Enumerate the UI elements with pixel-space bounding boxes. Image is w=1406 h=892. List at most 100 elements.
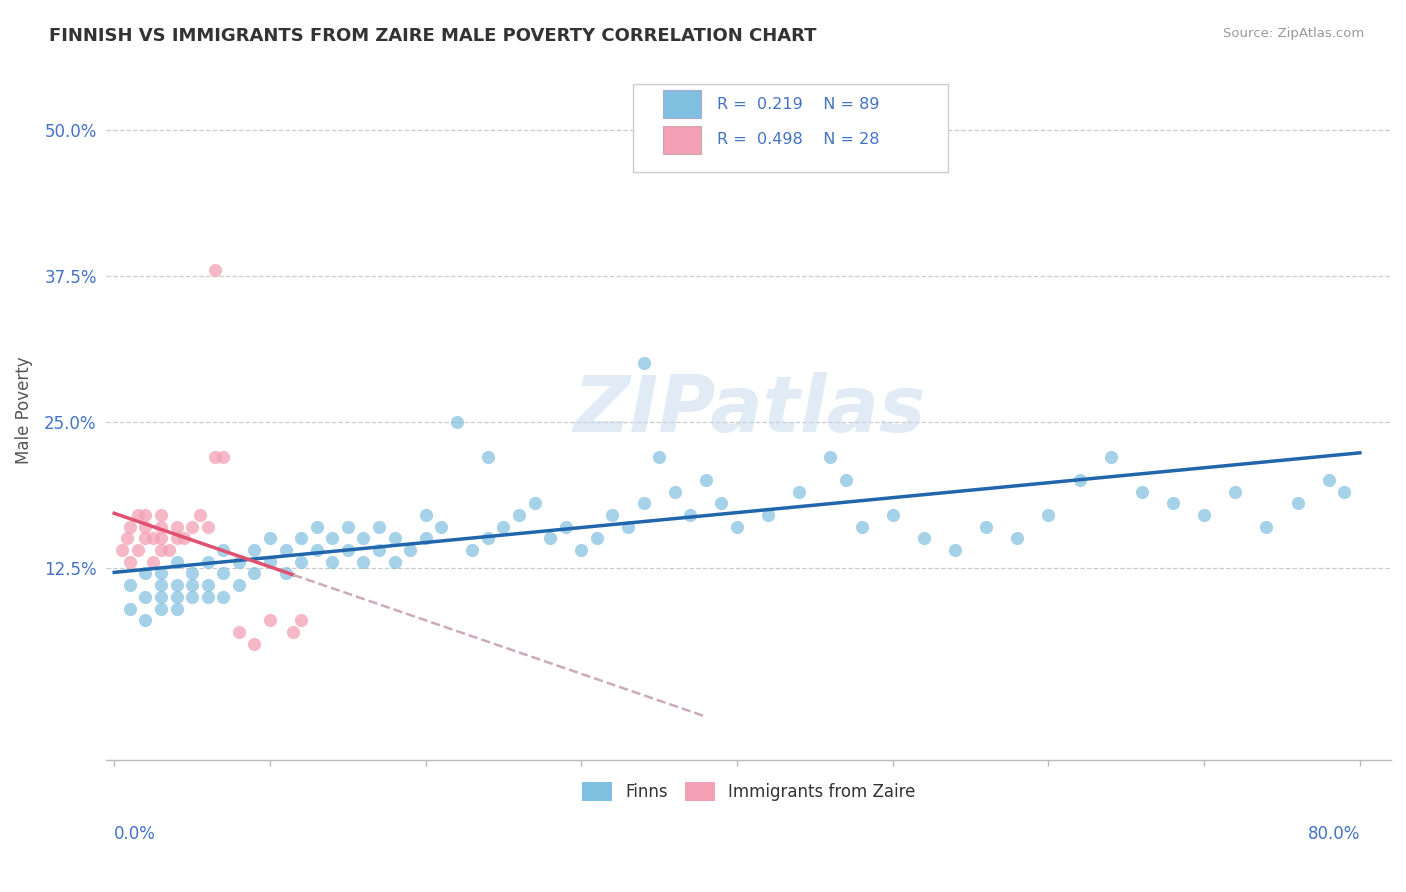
Point	[710, 496, 733, 510]
Point	[1069, 473, 1091, 487]
Point	[243, 566, 266, 581]
Point	[1007, 532, 1029, 546]
Point	[523, 496, 546, 510]
Point	[274, 543, 297, 558]
Point	[835, 473, 858, 487]
Point	[197, 578, 219, 592]
Point	[399, 543, 422, 558]
Point	[197, 555, 219, 569]
Point	[134, 508, 156, 522]
Point	[166, 520, 188, 534]
Point	[142, 532, 165, 546]
Point	[134, 590, 156, 604]
Point	[118, 555, 141, 569]
Point	[368, 520, 391, 534]
Point	[336, 543, 359, 558]
FancyBboxPatch shape	[662, 90, 702, 119]
Point	[283, 624, 305, 639]
Point	[1161, 496, 1184, 510]
Point	[181, 578, 204, 592]
Point	[321, 532, 343, 546]
Point	[633, 356, 655, 370]
Point	[274, 566, 297, 581]
Point	[1286, 496, 1309, 510]
Point	[1192, 508, 1215, 522]
Point	[664, 484, 686, 499]
Point	[415, 532, 437, 546]
Point	[134, 566, 156, 581]
Point	[602, 508, 624, 522]
Point	[461, 543, 484, 558]
Point	[290, 555, 312, 569]
Point	[415, 508, 437, 522]
Point	[142, 555, 165, 569]
Point	[756, 508, 779, 522]
Point	[149, 520, 172, 534]
Point	[166, 555, 188, 569]
Point	[173, 532, 195, 546]
Point	[149, 601, 172, 615]
Point	[243, 636, 266, 650]
Point	[149, 590, 172, 604]
Point	[212, 450, 235, 464]
Point	[212, 543, 235, 558]
Point	[166, 601, 188, 615]
Point	[127, 543, 149, 558]
Point	[290, 532, 312, 546]
Point	[149, 543, 172, 558]
Point	[538, 532, 561, 546]
Point	[1317, 473, 1340, 487]
Point	[851, 520, 873, 534]
Point	[1099, 450, 1122, 464]
Point	[115, 532, 138, 546]
Text: Source: ZipAtlas.com: Source: ZipAtlas.com	[1223, 27, 1364, 40]
Point	[820, 450, 842, 464]
Text: 80.0%: 80.0%	[1308, 824, 1360, 843]
Text: 0.0%: 0.0%	[114, 824, 156, 843]
Point	[118, 578, 141, 592]
Point	[554, 520, 576, 534]
Point	[695, 473, 717, 487]
Point	[305, 520, 328, 534]
Point	[181, 590, 204, 604]
Point	[118, 520, 141, 534]
Point	[228, 555, 250, 569]
Point	[648, 450, 671, 464]
Point	[446, 415, 468, 429]
Point	[882, 508, 904, 522]
FancyBboxPatch shape	[633, 84, 948, 172]
Point	[384, 532, 406, 546]
Text: FINNISH VS IMMIGRANTS FROM ZAIRE MALE POVERTY CORRELATION CHART: FINNISH VS IMMIGRANTS FROM ZAIRE MALE PO…	[49, 27, 817, 45]
Point	[134, 520, 156, 534]
Point	[188, 508, 211, 522]
Point	[1256, 520, 1278, 534]
Point	[149, 508, 172, 522]
Point	[259, 613, 281, 627]
Point	[204, 450, 226, 464]
Point	[204, 262, 226, 277]
Point	[228, 578, 250, 592]
Point	[336, 520, 359, 534]
Point	[149, 566, 172, 581]
Point	[149, 578, 172, 592]
Point	[789, 484, 811, 499]
Point	[492, 520, 515, 534]
Point	[569, 543, 592, 558]
Point	[725, 520, 748, 534]
Point	[166, 590, 188, 604]
Text: R =  0.219    N = 89: R = 0.219 N = 89	[717, 96, 879, 112]
Point	[586, 532, 609, 546]
Point	[1333, 484, 1355, 499]
Point	[943, 543, 966, 558]
Point	[259, 532, 281, 546]
Point	[212, 590, 235, 604]
Point	[181, 566, 204, 581]
Point	[166, 578, 188, 592]
Point	[149, 532, 172, 546]
Point	[134, 613, 156, 627]
Point	[290, 613, 312, 627]
Point	[197, 520, 219, 534]
Point	[111, 543, 134, 558]
Point	[127, 508, 149, 522]
Text: R =  0.498    N = 28: R = 0.498 N = 28	[717, 132, 879, 147]
